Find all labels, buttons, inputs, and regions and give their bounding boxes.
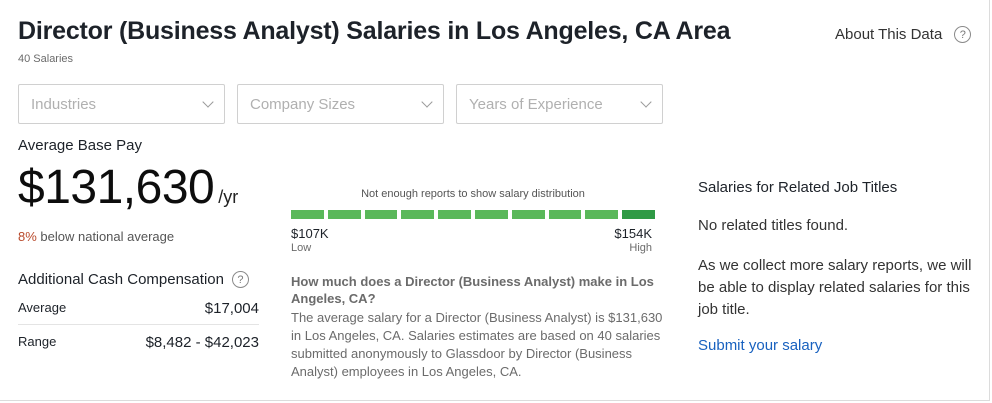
years-of-experience-dropdown[interactable]: Years of Experience: [456, 84, 663, 124]
comp-row-range: Range $8,482 - $42,023: [18, 334, 259, 351]
help-icon[interactable]: ?: [231, 271, 249, 288]
comparison-percent: 8%: [18, 229, 37, 244]
industries-dropdown[interactable]: Industries: [18, 84, 225, 124]
about-label: About This Data: [835, 26, 943, 43]
company-sizes-dropdown[interactable]: Company Sizes: [237, 84, 444, 124]
chevron-down-icon: [421, 96, 433, 108]
range-bar-segment: [511, 210, 545, 219]
related-message: As we collect more salary reports, we wi…: [698, 257, 972, 318]
help-icon[interactable]: ?: [954, 26, 972, 43]
distribution-note: Not enough reports to show salary distri…: [361, 188, 585, 200]
comp-row-label: Average: [18, 300, 67, 315]
range-bar-segment: [327, 210, 361, 219]
range-bar-segment: [364, 210, 398, 219]
salary-range-bar: [291, 210, 655, 219]
range-bar-segment: [585, 210, 619, 219]
range-bar-segment: [401, 210, 435, 219]
low-label: Low: [291, 242, 312, 254]
additional-cash-compensation: Additional Cash Compensation ?: [18, 271, 249, 288]
average-base-pay-label: Average Base Pay: [18, 137, 142, 154]
related-titles-heading: Salaries for Related Job Titles: [698, 179, 898, 196]
submit-salary-link[interactable]: Submit your salary: [698, 337, 823, 354]
salary-unit: /yr: [218, 187, 239, 207]
comp-row-average: Average $17,004: [18, 300, 259, 317]
row-divider: [18, 324, 259, 325]
additional-comp-label: Additional Cash Compensation: [18, 271, 224, 288]
range-bar-segment: [548, 210, 582, 219]
low-value: $107K: [291, 226, 329, 241]
high-value: $154K: [614, 226, 652, 241]
comparison-text: below national average: [36, 229, 175, 244]
company-sizes-placeholder: Company Sizes: [250, 95, 356, 113]
faq-answer: The average salary for a Director (Busin…: [291, 310, 663, 379]
average-salary: $131,630 /yr: [18, 160, 238, 215]
high-label: High: [629, 242, 652, 254]
page-title: Director (Business Analyst) Salaries in …: [18, 17, 731, 45]
chevron-down-icon: [202, 96, 214, 108]
comp-row-value: $17,004: [204, 300, 259, 317]
years-of-experience-placeholder: Years of Experience: [469, 95, 603, 113]
national-comparison: 8% below national average: [18, 229, 174, 244]
comp-row-label: Range: [18, 334, 57, 349]
related-none-found: No related titles found.: [698, 217, 849, 234]
salary-count: 40 Salaries: [18, 53, 74, 65]
range-bar-segment: [438, 210, 471, 219]
comp-row-value: $8,482 - $42,023: [145, 334, 259, 351]
chevron-down-icon: [640, 96, 652, 108]
about-this-data-link[interactable]: About This Data ?: [835, 26, 972, 43]
industries-placeholder: Industries: [31, 95, 97, 113]
salary-amount: $131,630: [18, 161, 215, 214]
range-bar-segment: [474, 210, 508, 219]
range-bar-segment: [622, 210, 655, 219]
faq-question: How much does a Director (Business Analy…: [291, 274, 654, 306]
range-bar-segment: [291, 210, 324, 219]
